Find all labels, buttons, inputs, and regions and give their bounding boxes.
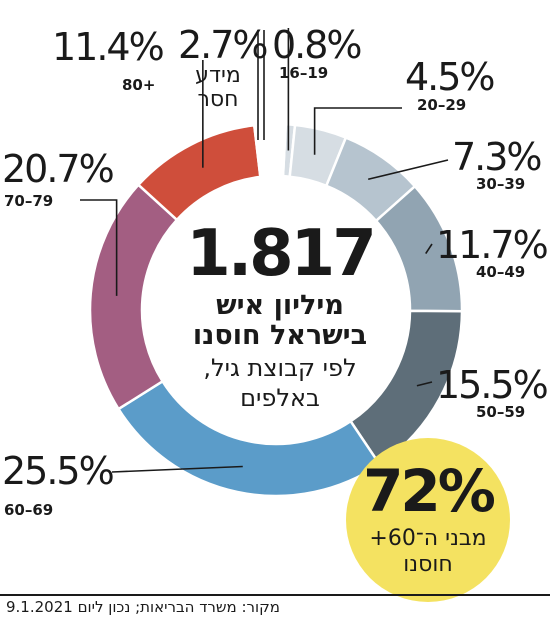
label-missing-data-line-1: מידע <box>195 63 241 88</box>
label-group-40-49: 40–49 <box>476 263 526 281</box>
badge-line-2: חוסנו <box>403 552 453 577</box>
donut-slice-70-79 <box>88 183 179 411</box>
label-pct-40-49: 11.7% <box>436 223 549 267</box>
label-group-16-19: 16–19 <box>279 64 329 82</box>
source-note: מקור: משרד הבריאות; נכון ליום 9.1.2021 <box>6 598 280 616</box>
leader-60-69 <box>111 465 243 473</box>
badge-line-1: מבני ה־60+ <box>369 526 487 551</box>
center-line-3: לפי קבוצת גיל, <box>203 354 357 382</box>
highlight-badge <box>346 438 510 602</box>
label-pct-50-59: 15.5% <box>436 363 549 407</box>
label-pct-80-plus: 11.4% <box>52 25 165 69</box>
total-vaccinated: 1.817 <box>186 217 376 291</box>
donut-slice-missing-data <box>252 122 288 179</box>
label-pct-70-79: 20.7% <box>2 147 115 191</box>
badge-percent: 72% <box>363 457 496 525</box>
label-pct-30-39: 7.3% <box>452 135 543 179</box>
leader-50-59 <box>416 381 433 387</box>
label-group-20-29: 20–29 <box>417 96 467 114</box>
label-group-30-39: 30–39 <box>476 175 526 193</box>
label-missing-data-line-2: חסר <box>197 87 239 112</box>
leader-20-29 <box>313 107 402 155</box>
leader-30-39 <box>368 159 449 181</box>
center-line-4: באלפים <box>240 384 320 412</box>
source-divider <box>0 594 550 596</box>
label-group-60-69: 60–69 <box>4 501 54 519</box>
label-pct-60-69: 25.5% <box>2 449 115 493</box>
label-group-50-59: 50–59 <box>476 403 526 421</box>
label-group-80-plus: 80+ <box>122 76 156 94</box>
label-pct-16-19: 0.8% <box>272 23 363 67</box>
center-line-2: בישראל חוסנו <box>192 320 368 351</box>
label-group-70-79: 70–79 <box>4 192 54 210</box>
label-pct-missing-data: 2.7% <box>178 23 269 67</box>
center-line-1: מיליון איש <box>216 290 344 321</box>
leader-40-49 <box>425 243 433 255</box>
label-pct-20-29: 4.5% <box>405 55 496 99</box>
leader-70-79 <box>80 199 118 296</box>
